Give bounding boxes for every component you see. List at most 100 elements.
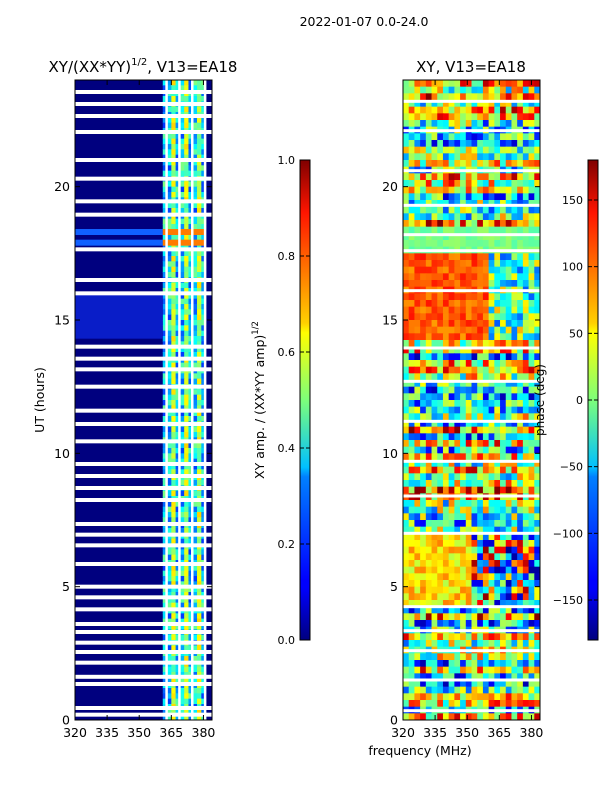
amplitude-cell	[175, 442, 181, 449]
amplitude-cell	[167, 96, 172, 102]
phase-heatmap	[403, 80, 540, 720]
phase-cell	[482, 280, 490, 288]
phase-cell	[408, 453, 416, 461]
phase-cell	[414, 420, 421, 428]
phase-cell	[517, 440, 524, 448]
amplitude-cell	[192, 224, 198, 230]
phase-cell	[414, 613, 421, 621]
phase-cell	[511, 440, 518, 448]
amplitude-cell	[162, 432, 168, 438]
amplitude-cell	[192, 272, 198, 278]
phase-cell	[437, 80, 444, 88]
phase-cell	[477, 486, 484, 494]
phase-cell	[460, 366, 467, 374]
phase-cell	[465, 620, 473, 628]
phase-cell	[437, 306, 444, 314]
phase-cell	[477, 466, 484, 474]
amplitude-cell	[188, 554, 194, 561]
phase-cell	[494, 480, 501, 488]
amplitude-cell	[188, 549, 194, 556]
phase-cell	[408, 640, 416, 648]
phase-cell	[460, 200, 467, 208]
phase-cell	[414, 180, 421, 188]
phase-cell	[403, 633, 410, 641]
phase-cell	[403, 106, 410, 114]
phase-cell	[522, 313, 530, 321]
y-tick-label: 10	[54, 446, 70, 461]
phase-cell	[414, 393, 421, 401]
amplitude-cell	[188, 458, 194, 465]
phase-cell	[494, 433, 501, 441]
phase-cell	[494, 80, 501, 88]
phase-cell	[437, 680, 444, 688]
amplitude-plot-frame	[74, 79, 213, 721]
phase-cell	[454, 173, 461, 181]
phase-cell	[408, 113, 416, 121]
phase-cell	[425, 333, 433, 341]
phase-cell	[494, 233, 501, 241]
amplitude-cell	[184, 346, 190, 353]
phase-cell	[403, 113, 410, 121]
amplitude-flagged-row	[75, 486, 212, 490]
amplitude-cell	[184, 634, 190, 641]
phase-cell	[460, 500, 467, 508]
phase-cell	[465, 100, 473, 108]
phase-cell	[494, 500, 501, 508]
phase-cell	[425, 186, 433, 194]
phase-cell	[471, 380, 478, 388]
amplitude-cell	[197, 506, 202, 513]
phase-cell	[448, 606, 455, 614]
phase-cell	[437, 386, 444, 394]
amplitude-cell	[179, 528, 185, 534]
phase-cell	[448, 486, 455, 494]
phase-cell	[500, 113, 507, 121]
phase-cell	[448, 193, 455, 201]
phase-cell	[454, 413, 461, 421]
phase-cell	[505, 460, 513, 468]
phase-cell	[500, 680, 507, 688]
amplitude-cell	[197, 186, 202, 193]
phase-cell	[482, 566, 490, 574]
phase-cell	[471, 666, 478, 674]
phase-cell	[414, 113, 421, 121]
phase-cell	[408, 380, 416, 388]
phase-cell	[442, 100, 450, 108]
amplitude-cell	[192, 165, 198, 172]
amplitude-cell	[184, 117, 190, 124]
phase-cell	[494, 686, 501, 694]
phase-cell	[460, 686, 467, 694]
phase-cell	[511, 366, 518, 374]
phase-cell	[477, 140, 484, 148]
amplitude-flagged-row	[75, 622, 212, 626]
phase-cell	[511, 466, 518, 474]
x-tick-label: 335	[95, 725, 119, 740]
phase-cell	[408, 613, 416, 621]
phase-cell	[488, 660, 495, 668]
amplitude-cell	[192, 400, 198, 406]
phase-cell	[471, 300, 478, 308]
phase-cell	[528, 366, 535, 374]
phase-cell	[471, 453, 478, 461]
phase-cell	[465, 346, 473, 354]
amplitude-cell	[192, 549, 198, 556]
amplitude-cell	[201, 528, 207, 534]
amplitude-cell	[201, 314, 207, 321]
phase-cell	[471, 240, 478, 248]
phase-cell	[471, 433, 478, 441]
phase-cell	[494, 666, 501, 674]
phase-cell	[431, 266, 438, 274]
phase-cell	[522, 480, 530, 488]
amplitude-cell	[197, 234, 202, 241]
phase-cell	[471, 366, 478, 374]
phase-cell	[505, 320, 513, 328]
phase-cell	[454, 693, 461, 701]
amplitude-cell	[184, 645, 190, 652]
phase-cell	[482, 133, 490, 141]
phase-cell	[460, 80, 467, 88]
phase-cell	[442, 440, 450, 448]
amplitude-cell	[171, 538, 177, 545]
phase-cell	[477, 273, 484, 281]
amplitude-cell	[179, 320, 185, 326]
amplitude-cell	[175, 565, 181, 572]
amplitude-cell	[201, 250, 207, 257]
